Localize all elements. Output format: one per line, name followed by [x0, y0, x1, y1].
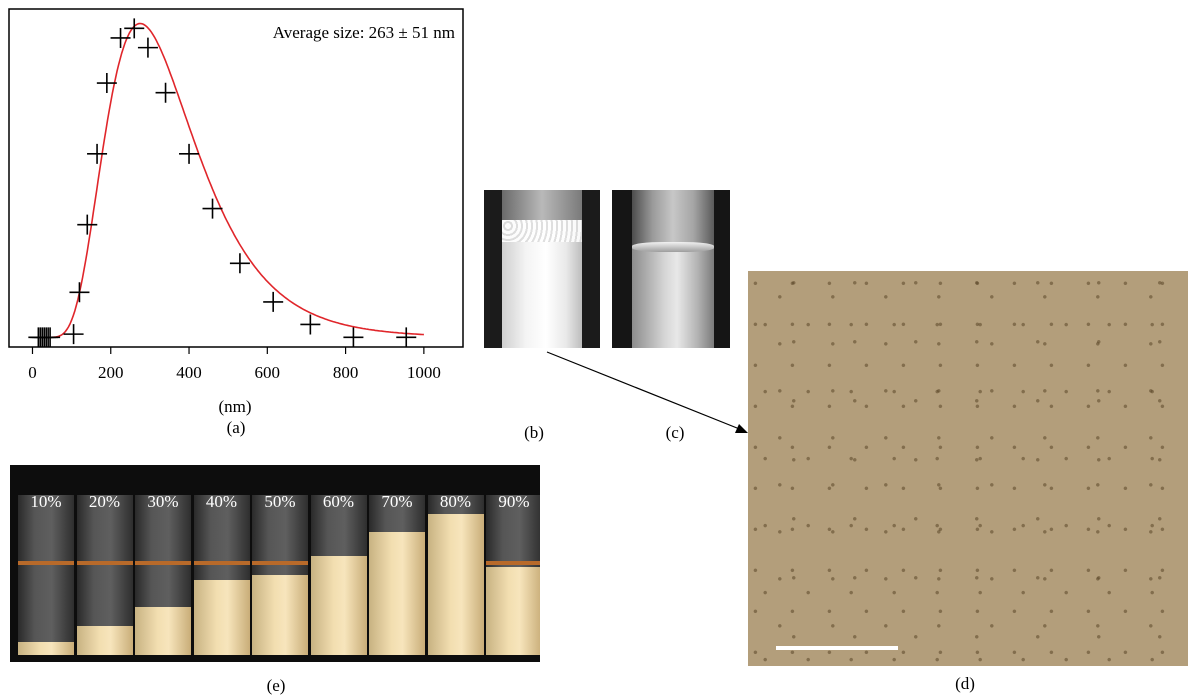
size-distribution-chart: 0 200 400 600 800 1000 Average size: 263 ± 51…	[8, 8, 464, 416]
scale-bar	[776, 646, 898, 650]
vial	[486, 495, 540, 655]
vial-fill	[310, 555, 367, 655]
x-tick-label: 200	[98, 363, 124, 382]
vial-interface-ring	[76, 561, 133, 565]
vial-percent-label: 10%	[30, 492, 62, 511]
vial	[193, 495, 250, 655]
data-point	[110, 27, 131, 48]
vial-percent-label: 90%	[498, 492, 530, 511]
caption-b: (b)	[524, 423, 544, 442]
vial-percent-label: 40%	[205, 492, 238, 511]
vial	[252, 495, 308, 655]
x-axis-ticks: 0 200 400 600 800 1000	[28, 347, 441, 382]
data-point	[263, 291, 284, 312]
vial-fill	[486, 567, 540, 655]
x-axis-label: (nm)	[218, 397, 251, 416]
caption-e: (e)	[266, 676, 286, 695]
data-point	[69, 282, 90, 303]
concentration-vials-photo: 10% 20% 30% 40% 50% 60% 70% 80% 90%	[10, 465, 540, 662]
vial-fill	[135, 607, 191, 655]
vial-interface-ring	[252, 561, 308, 565]
caption-d: (d)	[955, 674, 975, 693]
vial	[310, 495, 367, 655]
x-tick-label: 0	[28, 363, 37, 382]
vial-fill	[369, 531, 425, 655]
vial-percent-label: 70%	[381, 492, 413, 511]
data-point	[40, 327, 61, 348]
data-point	[137, 37, 158, 58]
x-tick-label: 800	[333, 363, 359, 382]
vial	[427, 495, 484, 655]
clear-vial-photo	[612, 190, 730, 348]
fit-curve	[48, 22, 424, 339]
vial	[135, 495, 191, 655]
vial-fill	[76, 626, 133, 655]
vial	[369, 495, 425, 655]
data-point	[179, 143, 200, 164]
vial	[76, 495, 133, 655]
data-point	[124, 18, 145, 39]
vial-percent-label: 20%	[88, 492, 121, 511]
plot-frame	[8, 8, 464, 348]
vial-fill	[18, 642, 74, 655]
clear-liquid	[632, 248, 714, 348]
micrograph-image	[748, 271, 1188, 666]
data-point	[396, 327, 417, 348]
caption-a: (a)	[226, 418, 246, 437]
x-tick-label: 1000	[407, 363, 441, 382]
foam-layer	[502, 220, 582, 242]
vial	[18, 495, 74, 655]
vial-interface-ring	[135, 561, 191, 565]
x-tick-label: 600	[255, 363, 281, 382]
data-point	[63, 324, 84, 345]
x-tick-label: 400	[176, 363, 202, 382]
milky-vial-photo	[484, 190, 600, 348]
vial-top	[502, 190, 582, 220]
data-point	[155, 82, 176, 103]
caption-c: (c)	[665, 423, 685, 442]
data-point	[77, 214, 98, 235]
vial-percent-label: 60%	[322, 492, 355, 511]
vial-percent-label: 80%	[439, 492, 472, 511]
vial-interface-ring	[193, 561, 250, 565]
data-point	[229, 253, 250, 274]
vial-interface-ring	[486, 561, 540, 565]
data-point	[96, 73, 117, 94]
data-markers	[28, 18, 417, 348]
vial-percent-label: 50%	[264, 492, 296, 511]
vial-interface-ring	[18, 561, 74, 565]
data-point	[202, 198, 223, 219]
chart-annotation: Average size: 263 ± 51 nm	[273, 23, 455, 42]
vial-fill	[252, 575, 308, 655]
vial-percent-label: 30%	[147, 492, 179, 511]
vial-fill	[193, 579, 250, 655]
data-point	[87, 143, 108, 164]
vial-fill	[427, 514, 484, 655]
meniscus	[632, 242, 714, 252]
data-point	[300, 314, 321, 335]
data-point	[343, 327, 364, 348]
